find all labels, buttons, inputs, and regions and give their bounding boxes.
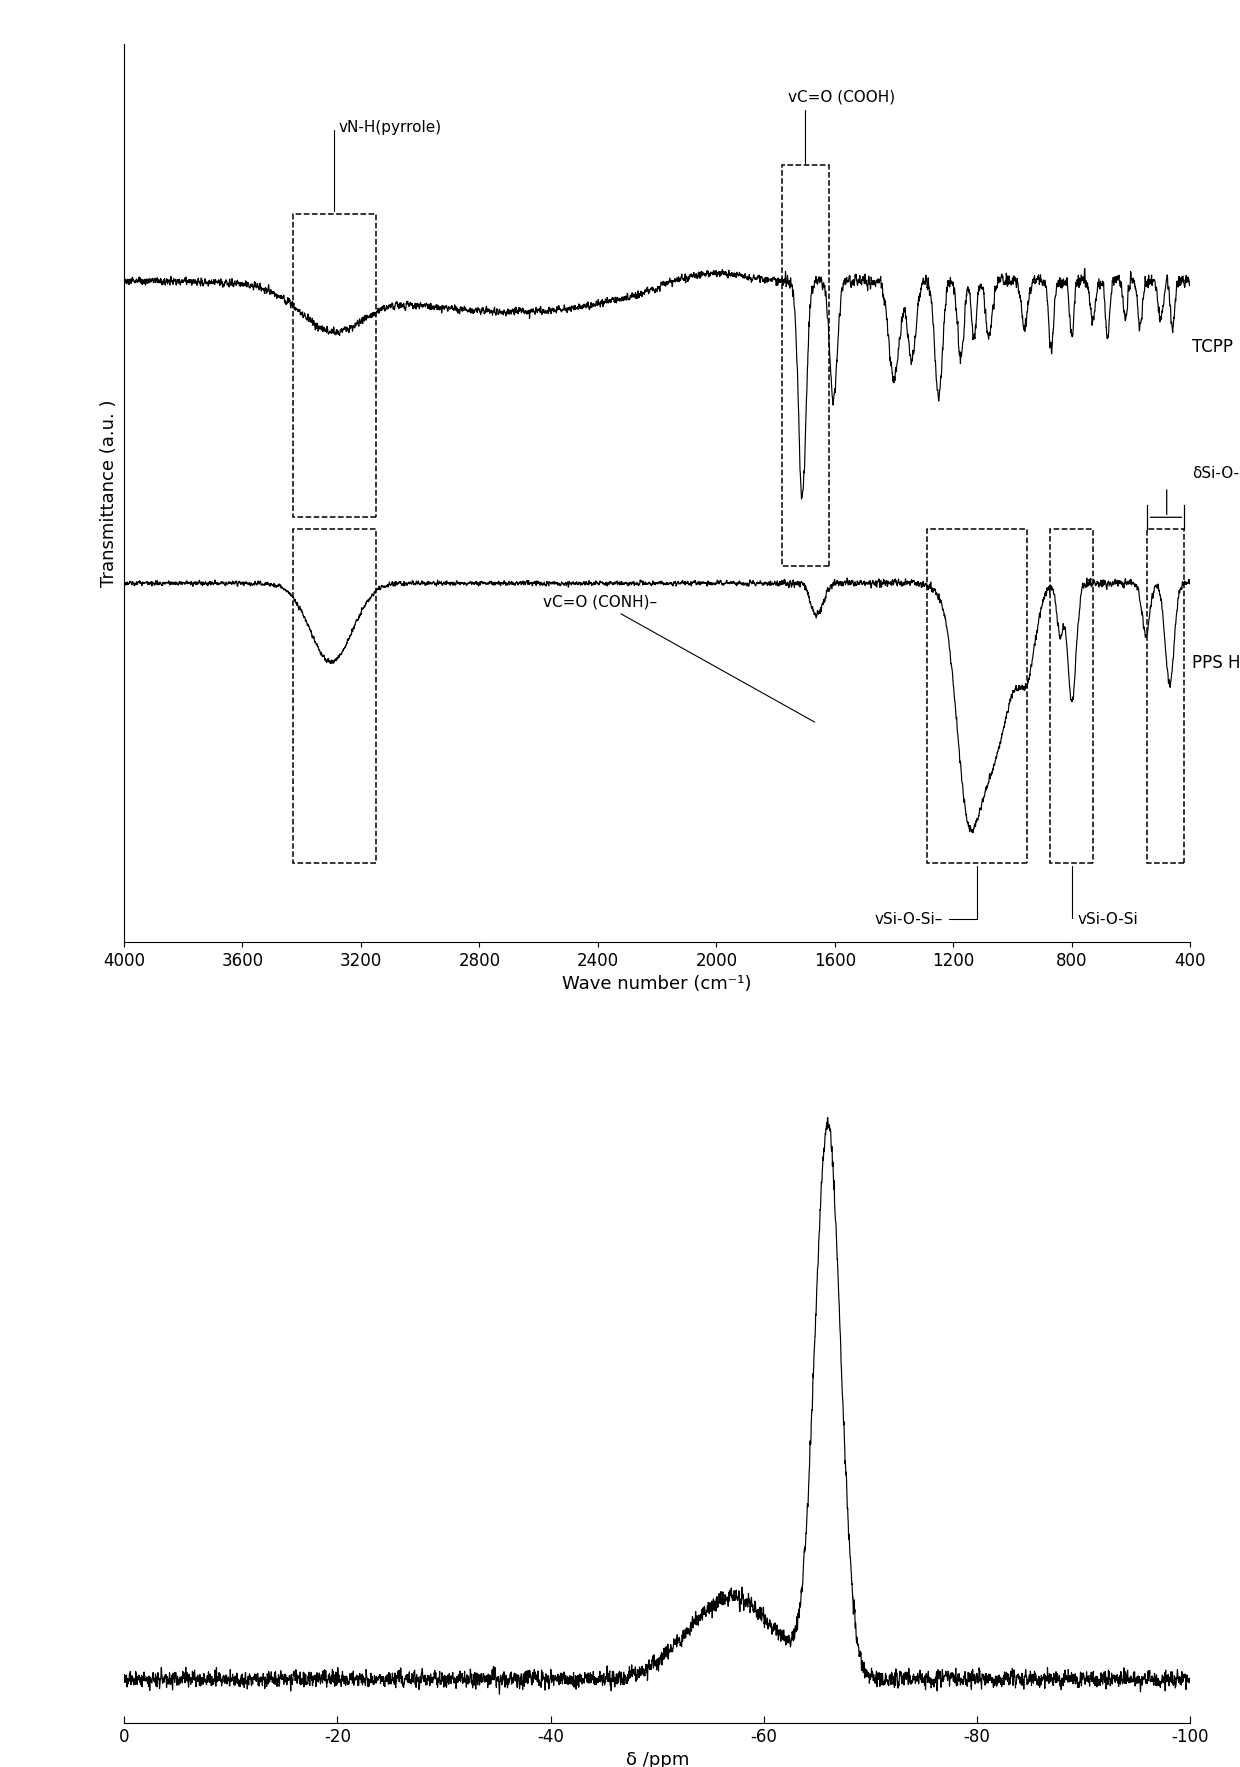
Bar [293, 530, 376, 862]
Text: PPS HNPs: PPS HNPs [1192, 654, 1240, 671]
Text: TCPP: TCPP [1192, 339, 1233, 357]
Text: vC=O (COOH): vC=O (COOH) [787, 90, 895, 163]
X-axis label: Wave number (cm⁻¹): Wave number (cm⁻¹) [563, 975, 751, 993]
Text: vSi-O-Si–: vSi-O-Si– [874, 866, 977, 926]
Bar [293, 214, 376, 518]
Bar [1147, 530, 1184, 862]
Text: vN-H(pyrrole): vN-H(pyrrole) [335, 120, 443, 212]
Text: FIG. 1: FIG. 1 [627, 1085, 687, 1106]
X-axis label: δ /ppm: δ /ppm [625, 1751, 689, 1767]
Bar [926, 530, 1028, 862]
Bar [1050, 530, 1092, 862]
Bar [781, 166, 830, 565]
Text: vC=O (CONH)–: vC=O (CONH)– [543, 595, 815, 723]
Y-axis label: Transmittance (a.u. ): Transmittance (a.u. ) [100, 399, 119, 587]
Text: vSi-O-Si: vSi-O-Si [1071, 866, 1138, 926]
Text: δSi-O-Si: δSi-O-Si [1192, 466, 1240, 481]
